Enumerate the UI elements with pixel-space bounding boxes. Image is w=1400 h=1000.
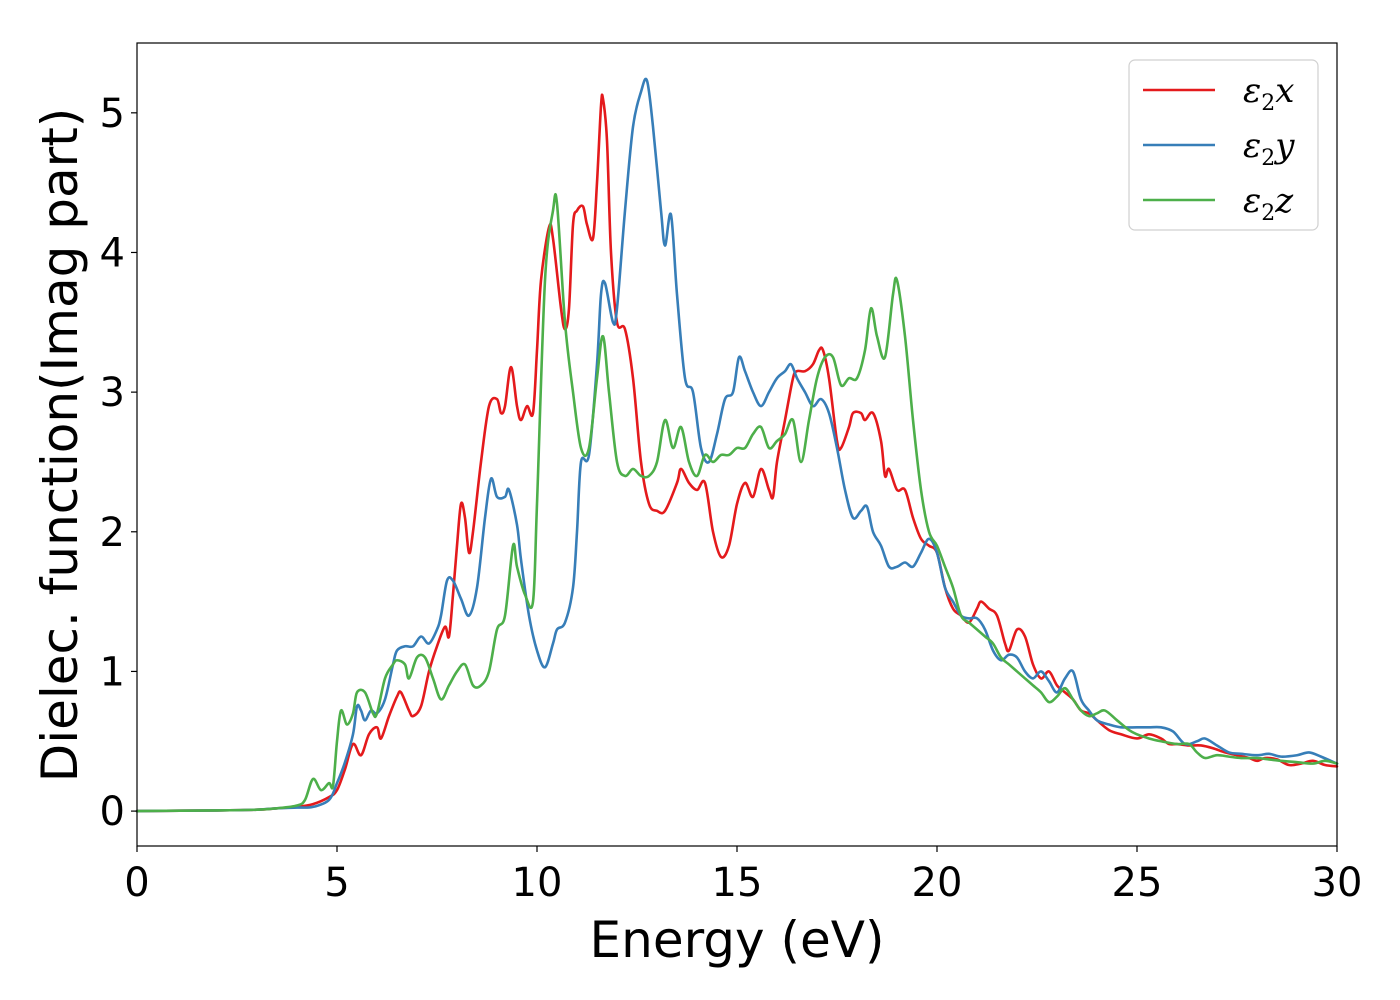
x-tick-label: 25 xyxy=(1112,860,1163,906)
y-tick-label: 2 xyxy=(100,510,125,556)
x-tick-label: 5 xyxy=(324,860,349,906)
legend-label-y: ε2y xyxy=(1243,126,1295,171)
legend: ε2x ε2y ε2z xyxy=(1128,59,1319,231)
legend-box xyxy=(1128,59,1319,231)
x-axis-ticks: 0 5 10 15 20 25 30 xyxy=(124,846,1362,906)
y-tick-label: 1 xyxy=(100,649,125,695)
x-tick-label: 15 xyxy=(712,860,763,906)
x-tick-label: 0 xyxy=(124,860,149,906)
y-axis-title: Dielec. function(Imag part) xyxy=(31,108,89,783)
legend-label-z: ε2z xyxy=(1243,181,1294,226)
series-line-y xyxy=(135,77,1339,813)
y-tick-label: 3 xyxy=(100,370,125,416)
x-tick-label: 20 xyxy=(912,860,963,906)
x-tick-label: 30 xyxy=(1312,860,1363,906)
y-axis-ticks: 0 1 2 3 4 5 xyxy=(100,91,137,835)
y-tick-label: 5 xyxy=(100,91,125,137)
x-tick-label: 10 xyxy=(512,860,563,906)
legend-label-x: ε2x xyxy=(1243,71,1294,116)
plot-lines xyxy=(135,77,1339,813)
series-line-z xyxy=(135,192,1339,813)
x-axis-title: Energy (eV) xyxy=(590,911,885,969)
y-tick-label: 0 xyxy=(100,789,125,835)
y-tick-label: 4 xyxy=(100,230,125,276)
